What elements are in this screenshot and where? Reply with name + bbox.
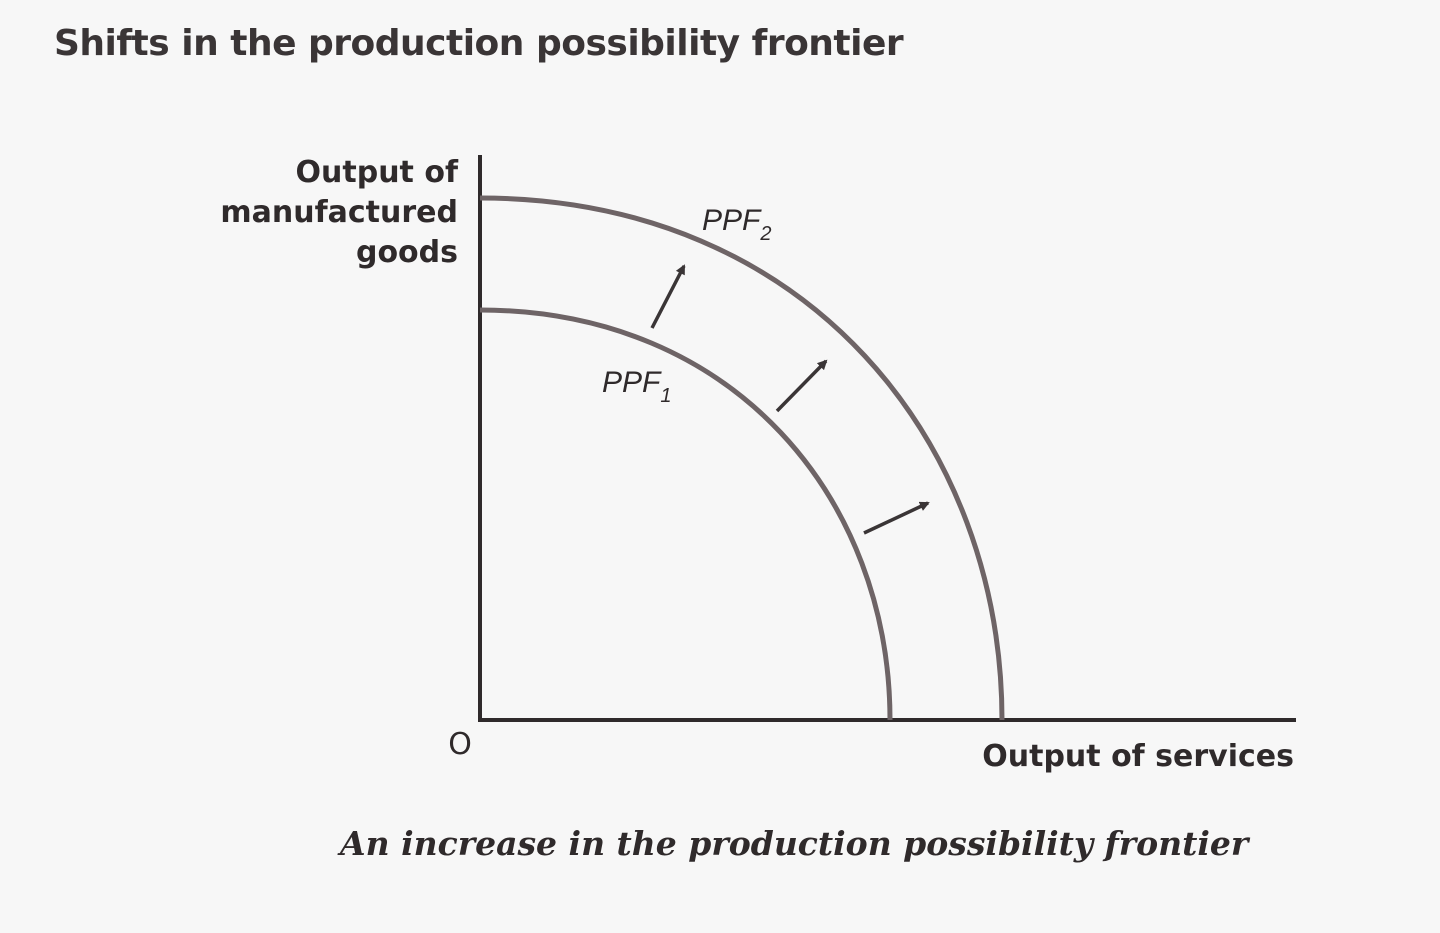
y-axis-label-line-2: manufactured: [220, 195, 458, 230]
ppf2-label: PPF2: [702, 204, 771, 245]
shift-arrow-2: [775, 359, 828, 413]
figure-caption: An increase in the production possibilit…: [340, 824, 1249, 863]
ppf2-curve: [479, 195, 1005, 721]
shift-arrow-1: [650, 264, 686, 329]
y-axis-label-line-1: Output of: [296, 155, 459, 190]
origin-label: O: [448, 727, 472, 762]
ppf1-curve: [479, 307, 893, 721]
ppf2-subscript: 2: [759, 223, 771, 245]
ppf1-subscript: 1: [660, 385, 671, 407]
ppf1-label: PPF1: [602, 366, 671, 407]
x-axis-label: Output of services: [982, 739, 1294, 774]
figure-heading: Shifts in the production possibility fro…: [54, 23, 904, 64]
shift-arrow-3: [863, 501, 930, 535]
y-axis-label-line-3: goods: [356, 235, 458, 270]
